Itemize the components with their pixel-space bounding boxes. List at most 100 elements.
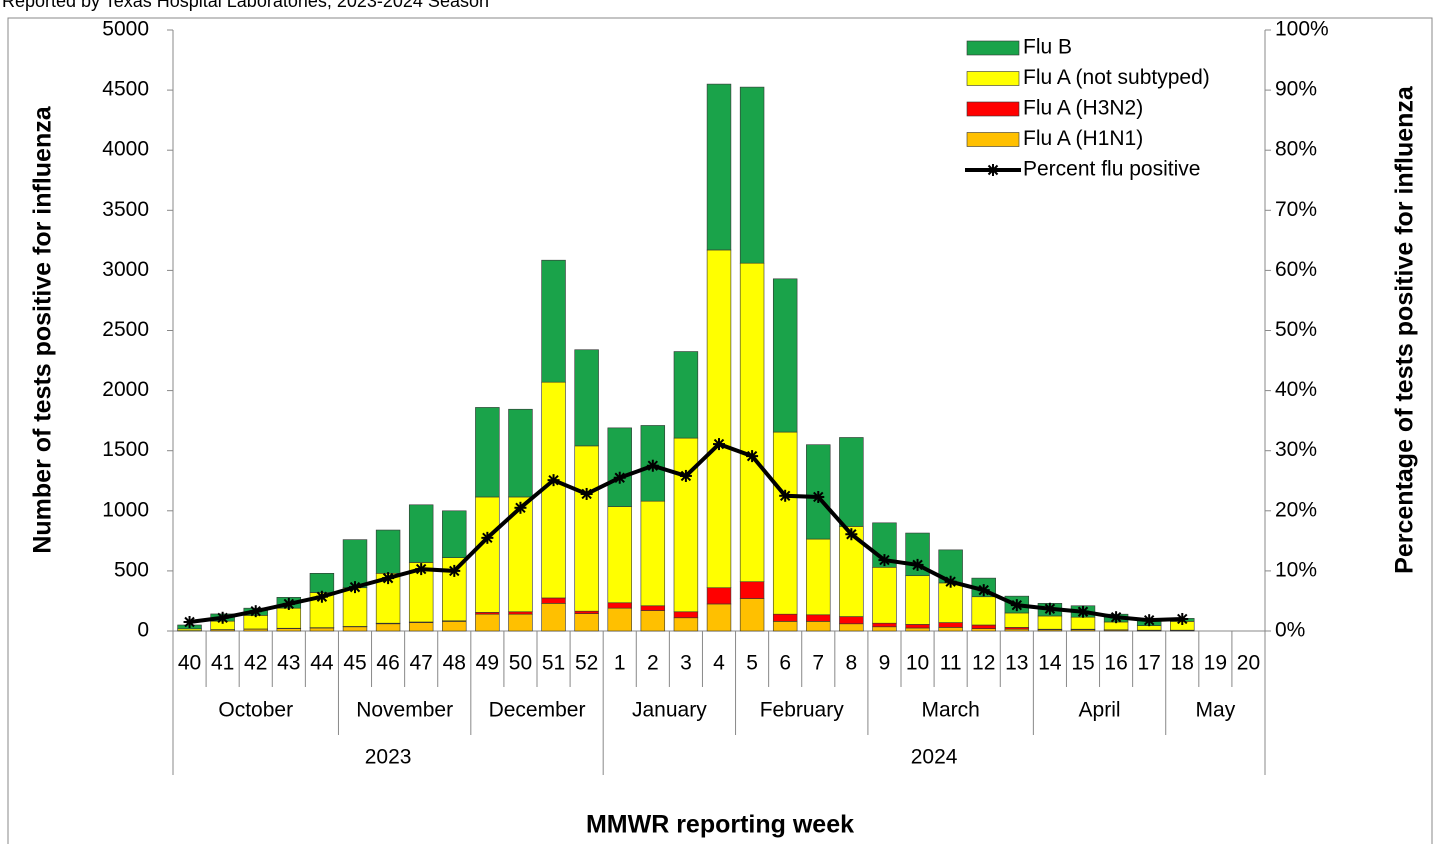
marker-stroke <box>879 554 890 566</box>
y2-tick-label: 20% <box>1275 498 1317 521</box>
bar-segment <box>375 623 401 632</box>
bar-segment <box>905 624 930 629</box>
bar-segment <box>276 607 302 629</box>
bar-segment <box>706 587 732 605</box>
marker-stroke <box>449 565 460 577</box>
bar-segment <box>971 596 996 626</box>
y2-tick-label: 50% <box>1275 318 1317 341</box>
x-tick-label: 6 <box>779 652 791 675</box>
line-marker <box>977 584 990 597</box>
year-label: 2023 <box>365 746 412 769</box>
y-axis-title: Number of tests positive for influenza <box>29 105 57 553</box>
bar-segment <box>872 566 897 624</box>
month-label: January <box>632 699 707 722</box>
x-tick-label: 4 <box>713 652 725 675</box>
x-tick-label: 7 <box>812 652 824 675</box>
line-marker <box>911 558 924 571</box>
bar-segment <box>1136 625 1162 631</box>
y-tick-label: 500 <box>114 558 149 581</box>
month-label: November <box>356 699 453 722</box>
marker-stroke <box>217 612 228 623</box>
marker-stroke <box>1143 614 1155 626</box>
bar-segment <box>342 539 368 589</box>
bar-segment <box>442 510 467 558</box>
line-marker <box>812 490 825 503</box>
bar-segment <box>673 351 699 439</box>
y-tick-label: 1500 <box>102 438 149 461</box>
marker-stroke <box>415 563 427 575</box>
line-marker <box>216 611 229 624</box>
bar-segment <box>772 431 798 615</box>
line-marker <box>1176 612 1189 625</box>
legend-swatch <box>966 132 1020 147</box>
chart-subtitle: Reported by Texas Hospital Laboratories,… <box>2 0 489 11</box>
marker-stroke <box>184 616 195 628</box>
marker-stroke <box>1177 613 1188 625</box>
x-tick-label: 51 <box>542 652 565 675</box>
line-marker <box>183 615 196 628</box>
bar-segment <box>475 407 500 498</box>
line-marker <box>845 528 858 541</box>
x-axis-title: MMWR reporting week <box>586 811 854 839</box>
line-marker <box>547 474 560 487</box>
bar-segment <box>640 500 666 607</box>
bar-segment <box>375 529 401 574</box>
legend-swatch <box>966 40 1020 56</box>
y2-tick-label: 0% <box>1275 619 1305 642</box>
bar-segment <box>508 613 533 632</box>
bar-segment <box>905 627 930 632</box>
bar-segment <box>706 249 732 589</box>
bar-segment <box>938 627 963 632</box>
bar-segment <box>739 598 765 632</box>
month-label: December <box>489 699 586 722</box>
x-tick-label: 17 <box>1138 652 1161 675</box>
bar-segment <box>706 603 732 632</box>
bar-segment <box>772 613 798 622</box>
bar-segment <box>309 627 335 632</box>
x-tick-label: 42 <box>244 652 267 675</box>
bar-segment <box>971 624 996 629</box>
bar-segment <box>872 626 897 632</box>
marker-stroke <box>1110 611 1122 623</box>
x-tick-label: 41 <box>211 652 234 675</box>
y2-tick-label: 10% <box>1275 558 1317 581</box>
bar-segment <box>872 622 897 628</box>
bar-segment <box>508 611 533 615</box>
line-marker <box>613 471 626 484</box>
y-tick-label: 2000 <box>102 378 149 401</box>
marker-stroke <box>482 532 493 544</box>
marker-stroke <box>1044 603 1056 614</box>
y-tick-label: 2500 <box>102 318 149 341</box>
x-tick-label: 46 <box>376 652 399 675</box>
y2-axis-title: Percentage of tests positive for influen… <box>1391 85 1419 574</box>
x-tick-label: 49 <box>476 652 499 675</box>
y2-tick-label: 60% <box>1275 258 1317 281</box>
bar-segment <box>541 603 566 632</box>
line-marker <box>1010 599 1023 612</box>
line-marker <box>646 459 659 472</box>
bar-segment <box>442 621 467 632</box>
x-tick-label: 2 <box>647 652 659 675</box>
bar-segment <box>839 616 864 625</box>
legend-label: Percent flu positive <box>1023 158 1200 181</box>
bar-segment <box>508 408 533 498</box>
marker-stroke <box>614 472 625 483</box>
x-tick-label: 19 <box>1204 652 1227 675</box>
month-label: October <box>218 699 293 722</box>
legend-label: Flu A (not subtyped) <box>1023 66 1210 89</box>
line-marker <box>382 572 395 585</box>
bar-segment <box>938 582 963 623</box>
bar-segment <box>408 622 434 632</box>
bar-segment <box>276 628 302 632</box>
bar-segment <box>739 581 765 599</box>
bar-segment <box>806 538 831 616</box>
bar-segment <box>706 83 732 251</box>
chart-frame <box>7 17 1433 844</box>
bar-segment <box>607 427 632 507</box>
y-tick-label: 3000 <box>102 258 149 281</box>
bar-segment <box>673 617 699 632</box>
x-tick-label: 44 <box>310 652 334 675</box>
x-tick-label: 11 <box>940 652 962 675</box>
line-marker <box>944 575 957 588</box>
marker-stroke <box>283 598 295 610</box>
